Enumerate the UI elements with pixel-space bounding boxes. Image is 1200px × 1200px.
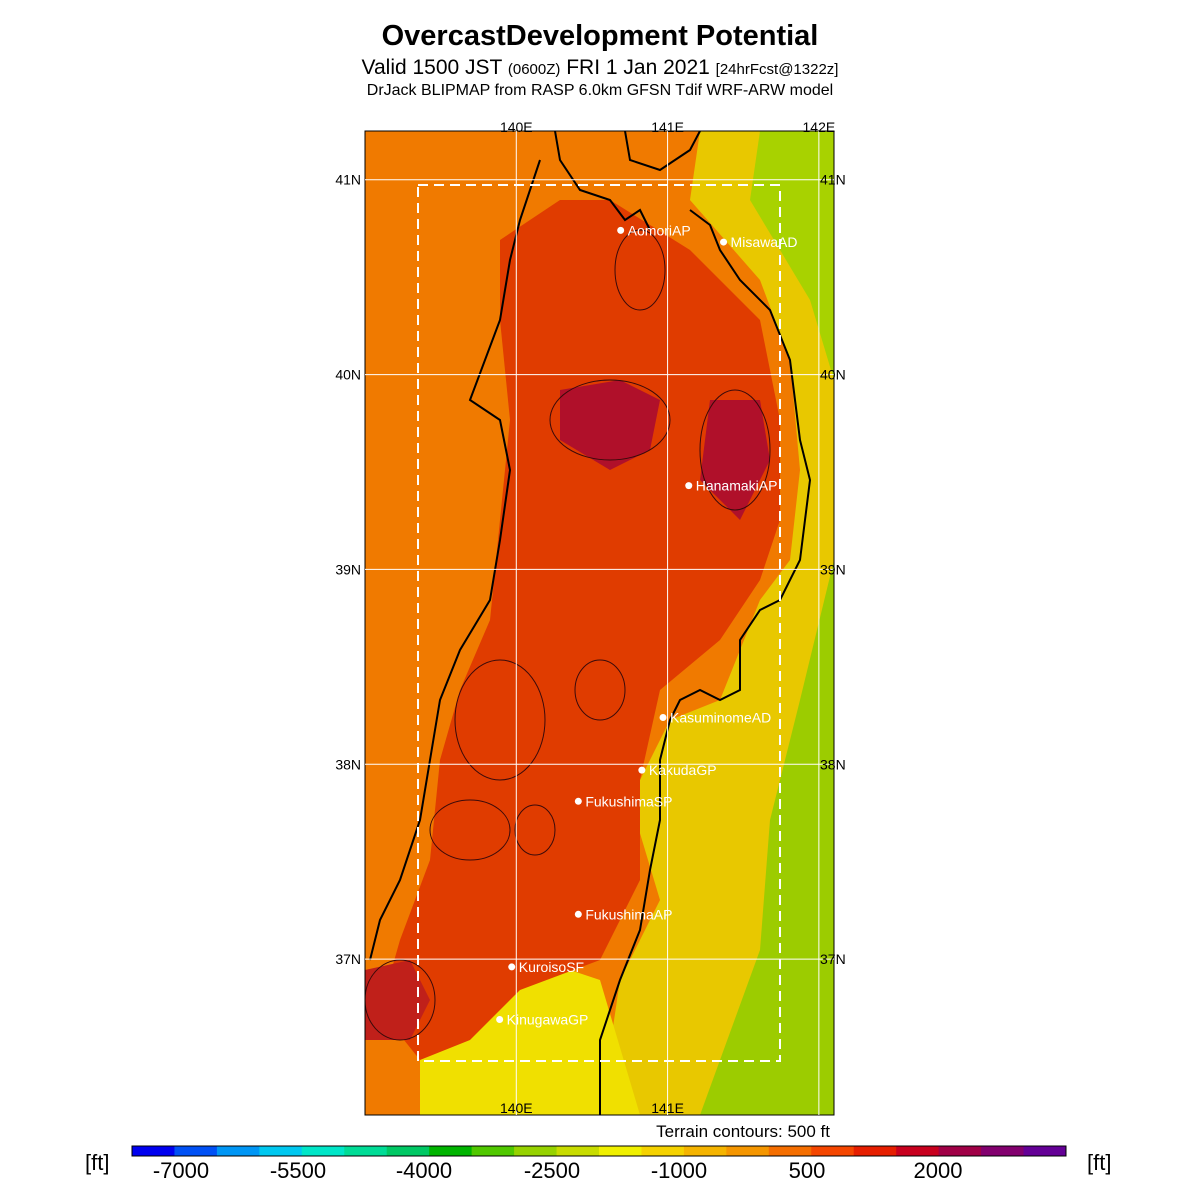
colorbar-swatch [216, 1146, 260, 1156]
peak-north-field [560, 380, 660, 470]
colorbar-swatch [556, 1146, 600, 1156]
station-dot [659, 714, 667, 722]
station-dot [638, 766, 646, 774]
valid-label: Valid 1500 JST [361, 56, 503, 79]
colorbar-label: -5500 [269, 1158, 327, 1183]
top-lon-label: 142E [803, 119, 836, 135]
colorbar-swatch [853, 1146, 897, 1156]
colorbar-swatch [896, 1146, 940, 1156]
station-label: FukushimaAP [585, 906, 672, 922]
station-dot [508, 963, 516, 971]
valid-date: FRI 1 Jan 2021 [566, 56, 710, 79]
colorbar-swatch [981, 1146, 1025, 1156]
zulu-time: (0600Z) [507, 61, 561, 78]
left-lat-label: 37N [335, 951, 361, 967]
right-lat-label: 41N [820, 172, 846, 188]
right-lat-label: 40N [820, 367, 846, 383]
left-lat-label: 38N [335, 756, 361, 772]
peak-southwest-field [365, 960, 430, 1040]
valid-time: Valid 1500 JST (0600Z) FRI 1 Jan 2021 [2… [0, 56, 1200, 80]
map-frame [364, 130, 835, 1116]
colorbar-swatch [1023, 1146, 1067, 1156]
colorbar-label: -4000 [395, 1158, 453, 1183]
bottom-lon-label: 140E [500, 1100, 533, 1116]
station-label: KakudaGP [649, 762, 717, 778]
latitude-labels: 41N 41N 40N 40N 39N 39N 38N 38N 37N 37N [335, 172, 845, 967]
station-label: MisawaAD [731, 234, 798, 250]
forecast-run: [24hrFcst@1322z] [715, 61, 839, 78]
terrain-contours [365, 229, 771, 1041]
colorbar-label: 2000 [913, 1158, 963, 1183]
left-lat-label: 39N [335, 561, 361, 577]
top-lon-label: 140E [500, 119, 533, 135]
colorbar-swatch [683, 1146, 727, 1156]
station-label: AomoriAP [628, 222, 691, 238]
top-lon-label: 141E [651, 119, 684, 135]
model-line: DrJack BLIPMAP from RASP 6.0km GFSN Tdif… [366, 82, 834, 99]
colorbar-swatch [599, 1146, 642, 1156]
colorbar-swatch [174, 1146, 218, 1156]
left-lat-label: 40N [335, 367, 361, 383]
colorbar-swatch [811, 1146, 855, 1156]
field-layer [365, 131, 834, 1115]
coastline [369, 131, 812, 1115]
colorbar-swatch [938, 1146, 982, 1156]
colorbar-swatch [641, 1146, 685, 1156]
colorbar-swatch [132, 1146, 175, 1156]
station-dot [720, 238, 728, 246]
bottom-lon-label: 141E [651, 1100, 684, 1116]
station-dot [617, 226, 625, 234]
colorbar-swatch [768, 1146, 812, 1156]
colorbar [131, 1145, 1067, 1157]
colorbar-label: 500 [788, 1158, 826, 1183]
station-dot [574, 910, 582, 918]
colorbar-swatch [259, 1146, 303, 1156]
terrain-note: Terrain contours: 500 ft [656, 1122, 830, 1141]
left-lat-label: 41N [335, 172, 361, 188]
colorbar-outline [131, 1145, 1067, 1157]
colorbar-label: -2500 [523, 1158, 581, 1183]
colorbar-unit-right: [ft] [1087, 1150, 1112, 1175]
peak-east-field [700, 400, 770, 520]
colorbar-swatch [514, 1146, 558, 1156]
station-label: HanamakiAP [696, 478, 778, 494]
colorbar-swatch [726, 1146, 770, 1156]
colorbar-label: -1000 [650, 1158, 708, 1183]
green-east-field [750, 131, 834, 380]
right-lat-label: 37N [820, 951, 846, 967]
colorbar-unit-left: [ft] [85, 1150, 110, 1175]
domain-box [417, 184, 781, 1062]
longitude-labels: 140E 141E 142E 140E 141E [500, 119, 835, 1116]
station-label: FukushimaSP [585, 793, 672, 809]
colorbar-swatch [429, 1146, 473, 1156]
station-label: KinugawaGP [507, 1012, 589, 1028]
colorbar-label: -7000 [152, 1158, 210, 1183]
colorbar-swatch [471, 1146, 515, 1156]
right-lat-label: 39N [820, 561, 846, 577]
station-dot [574, 797, 582, 805]
station-dot [496, 1016, 504, 1024]
green-southeast-field [700, 560, 834, 1115]
map-title: OvercastDevelopment Potential [381, 20, 819, 52]
right-lat-label: 38N [820, 756, 846, 772]
latlon-grid [365, 131, 834, 1115]
colorbar-swatch [344, 1146, 388, 1156]
colorbar-swatch [301, 1146, 345, 1156]
station-dot [685, 482, 693, 490]
station-markers: AomoriAP MisawaAD HanamakiAP KasuminomeAD Ka… [496, 222, 798, 1028]
land-red-field [380, 200, 780, 1060]
colorbar-swatch [386, 1146, 430, 1156]
station-label: KuroisoSF [519, 959, 584, 975]
station-label: KasuminomeAD [670, 710, 771, 726]
